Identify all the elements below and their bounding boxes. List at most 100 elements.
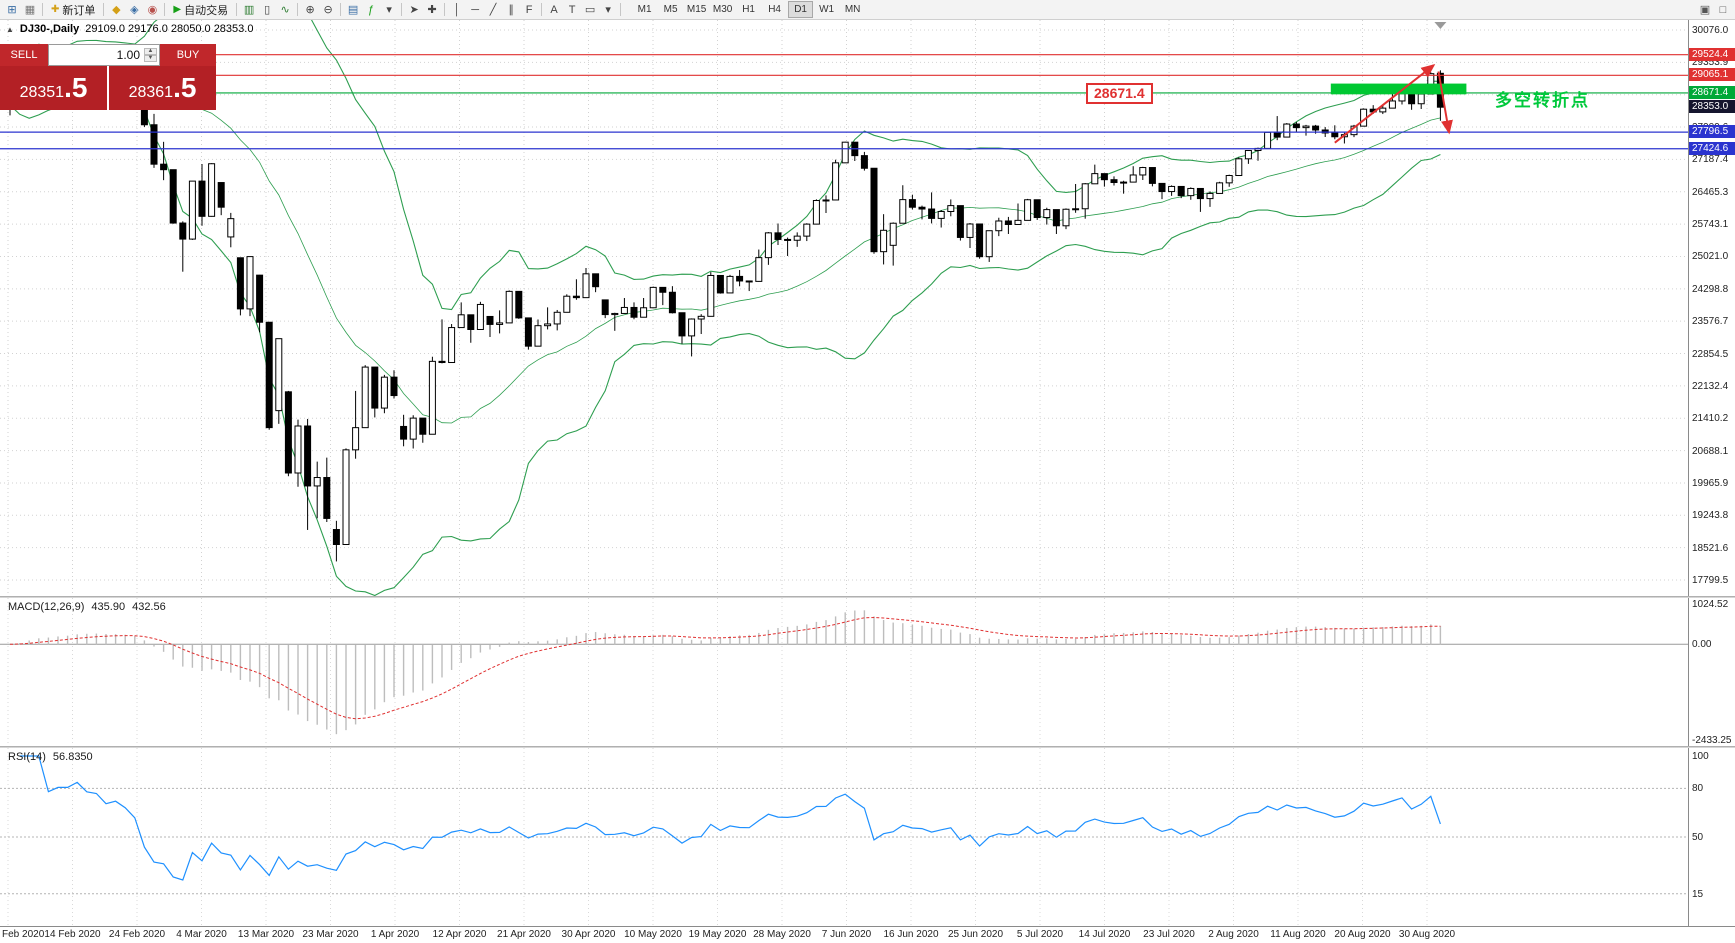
horizontal-line-icon[interactable]: ─	[471, 3, 479, 16]
price-tick: 17799.5	[1692, 575, 1729, 586]
profiles-icon[interactable]: ▦	[24, 4, 36, 16]
shapes-icon[interactable]: ▭	[584, 4, 596, 16]
macd-pane-separator[interactable]	[0, 596, 1735, 598]
buy-label[interactable]: BUY	[160, 44, 216, 66]
toolbar-separator	[401, 3, 403, 16]
indicators-dropdown-icon[interactable]: ▾	[386, 4, 392, 16]
timeframe-m30[interactable]: M30	[712, 4, 733, 15]
window-layout-icon[interactable]: □	[1719, 3, 1727, 16]
candle-body	[409, 417, 417, 440]
rsi-pane[interactable]	[0, 748, 1688, 926]
candle-body	[563, 295, 571, 313]
sell-button[interactable]: 28351.5	[0, 66, 107, 110]
crosshair-icon[interactable]: ✚	[427, 4, 437, 16]
autotrading-button[interactable]: ▶ 自动交易	[168, 2, 233, 18]
timeframe-h1[interactable]: H1	[742, 4, 755, 15]
line-chart-icon[interactable]: ∿	[280, 4, 290, 16]
sell-label[interactable]: SELL	[0, 44, 48, 66]
candle-body	[179, 222, 187, 240]
candle-body	[1043, 209, 1051, 219]
candle-body	[448, 327, 456, 364]
timeframe-mn[interactable]: MN	[844, 4, 861, 15]
trend-arrow-up[interactable]	[1334, 63, 1436, 144]
rsi-axis-tick: 100	[1692, 751, 1709, 762]
volume-spinner[interactable]: ▲ ▼	[144, 48, 157, 62]
macd-pane[interactable]	[0, 598, 1688, 746]
macd-value-main: 435.90	[91, 601, 126, 613]
timeframe-h4[interactable]: H4	[768, 4, 781, 15]
candle-body	[150, 124, 158, 165]
candle-body	[774, 232, 782, 240]
rsi-pane-separator[interactable]	[0, 746, 1735, 748]
bars-chart-icon[interactable]: ▥	[243, 4, 255, 16]
volume-input[interactable]: 1.00 ▲ ▼	[48, 44, 160, 66]
date-label: 30 Aug 2020	[1398, 929, 1456, 940]
candle-body	[803, 223, 811, 237]
turning-point-note[interactable]: 多空转折点	[1495, 91, 1590, 110]
fibonacci-icon[interactable]: F	[525, 3, 533, 16]
text-icon[interactable]: A	[550, 3, 558, 16]
new-order-button[interactable]: ✚ 新订单	[46, 2, 100, 18]
buy-button[interactable]: 28361.5	[109, 66, 216, 110]
candle-body	[659, 286, 667, 293]
macd-axis-tick: 0.00	[1692, 639, 1712, 651]
candle-body	[1321, 129, 1329, 134]
candle-body	[1062, 208, 1070, 227]
vertical-line-icon[interactable]: │	[453, 3, 461, 16]
zoom-out-icon[interactable]: ⊖	[323, 4, 333, 16]
candle-body	[937, 210, 945, 219]
new-chart-icon[interactable]: ⊞	[7, 4, 17, 16]
autotrading-button-icon: ▶	[173, 4, 182, 15]
tile-windows-icon[interactable]: ▤	[347, 4, 359, 16]
channel-icon[interactable]: ∥	[508, 4, 514, 16]
timeframe-w1[interactable]: W1	[819, 4, 835, 15]
spinner-down-icon[interactable]: ▼	[144, 55, 157, 62]
candle-body	[688, 318, 696, 337]
price-axis[interactable]: 30076.029353.928631.727909.627187.426465…	[1688, 20, 1735, 596]
date-axis[interactable]: Feb 2020 14 Feb 2020 24 Feb 2020 4 Mar 2020…	[0, 926, 1735, 943]
candlestick-chart-icon[interactable]: ▯	[264, 4, 271, 16]
candle-body	[332, 529, 340, 545]
candle-body	[1158, 182, 1166, 193]
timeframe-d1[interactable]: D1	[788, 1, 814, 18]
chart-window-icon[interactable]: ▣	[1699, 4, 1711, 16]
supply-zone-rectangle[interactable]	[1330, 83, 1467, 95]
spinner-up-icon[interactable]: ▲	[144, 48, 157, 55]
date-label: 5 Jul 2020	[1016, 929, 1064, 940]
zoom-in-icon[interactable]: ⊕	[305, 4, 315, 16]
candle-body	[947, 205, 955, 212]
price-flag-label[interactable]: 28671.4	[1086, 82, 1153, 104]
level-price-badge: 29065.1	[1689, 68, 1735, 82]
timeframe-m1[interactable]: M1	[637, 4, 652, 15]
text-label-icon[interactable]: T	[568, 3, 576, 16]
one-click-trading-panel: SELL 1.00 ▲ ▼ BUY 28351.5 28361.5	[0, 44, 216, 110]
candle-body	[678, 312, 686, 337]
timeframe-m15[interactable]: M15	[686, 4, 707, 15]
data-window-icon[interactable]: ◈	[130, 4, 139, 16]
one-click-toggle-icon[interactable]: ▲	[6, 24, 14, 34]
timeframe-m5[interactable]: M5	[663, 4, 678, 15]
chart-shift-marker[interactable]	[1434, 22, 1447, 29]
date-label: 13 Mar 2020	[237, 929, 295, 940]
candle-body	[1283, 123, 1291, 138]
price-chart-pane[interactable]	[0, 20, 1688, 596]
date-label: 21 Apr 2020	[497, 929, 551, 940]
candle-body	[246, 256, 254, 310]
candle-body	[707, 274, 715, 317]
chart-title: DJ30-,Daily	[19, 23, 80, 35]
price-tick: 19243.8	[1692, 510, 1729, 522]
new-order-button-icon: ✚	[51, 4, 60, 15]
candle-body	[1292, 123, 1300, 129]
arrows-dropdown-icon[interactable]: ▾	[605, 4, 611, 16]
trendline-icon[interactable]: ╱	[489, 4, 497, 16]
indicators-icon[interactable]: ƒ	[368, 3, 375, 16]
bollinger-up-band	[9, 20, 1441, 311]
navigator-icon[interactable]: ◉	[147, 4, 158, 16]
arrow-down[interactable]	[1437, 71, 1453, 135]
market-watch-icon[interactable]: ◆	[112, 4, 121, 16]
macd-axis: 1024.52 0.00 -2433.25	[1688, 598, 1735, 746]
cursor-icon[interactable]: ➤	[409, 4, 419, 16]
candle-body	[1168, 185, 1176, 193]
toolbar-separator	[236, 3, 238, 16]
date-label: 1 Apr 2020	[370, 929, 420, 940]
